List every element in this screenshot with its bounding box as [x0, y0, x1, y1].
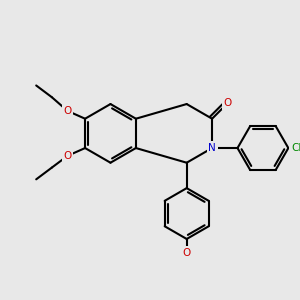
Text: Cl: Cl — [291, 143, 300, 153]
Text: O: O — [63, 151, 72, 161]
Text: N: N — [208, 143, 216, 153]
Text: O: O — [63, 106, 72, 116]
Text: O: O — [224, 98, 232, 108]
Text: O: O — [183, 248, 191, 258]
